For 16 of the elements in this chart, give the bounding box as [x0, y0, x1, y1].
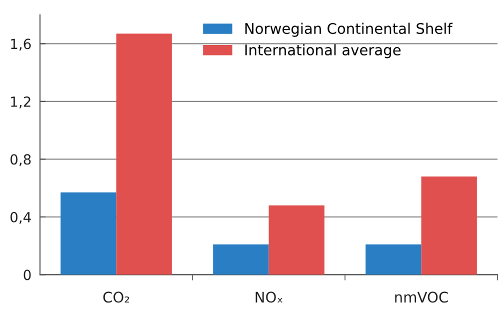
bar	[268, 205, 324, 275]
legend-label: International average	[245, 44, 401, 58]
bar	[213, 244, 269, 275]
bar	[60, 192, 116, 275]
bar	[366, 244, 422, 275]
bar	[116, 34, 172, 275]
y-tick-label: 1,6	[11, 38, 31, 51]
x-tick-label: NOₓ	[256, 292, 282, 303]
y-tick-label: 0,8	[10, 154, 31, 166]
x-tick-label: nmVOC	[395, 292, 448, 303]
y-tick-label: 0,4	[10, 212, 31, 224]
y-tick-label: 0	[24, 270, 31, 280]
legend-label: Norwegian Continental Shelf	[245, 22, 453, 37]
y-tick-label: 1,2	[11, 96, 30, 108]
bar	[421, 176, 477, 275]
x-tick-label: CO₂	[103, 292, 130, 303]
